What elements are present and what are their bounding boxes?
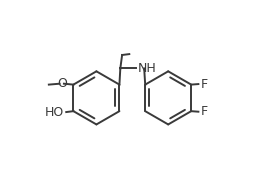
Text: NH: NH [137,62,156,75]
Text: F: F [201,78,208,91]
Text: F: F [201,105,208,118]
Text: O: O [57,77,67,90]
Text: HO: HO [45,106,64,119]
